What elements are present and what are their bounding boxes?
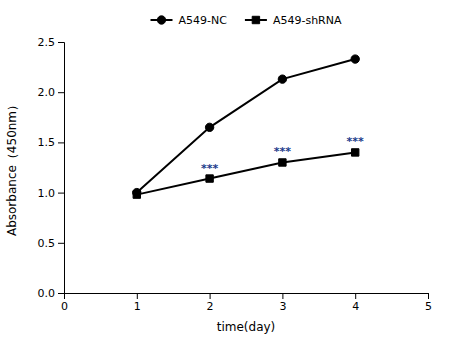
tick-label: 0.0	[38, 287, 56, 300]
point	[133, 191, 140, 198]
tick-label: 4	[352, 300, 359, 313]
tick-label: 2	[207, 300, 214, 313]
y-axis-title: Absorbance（450nm）	[5, 99, 19, 236]
series-line	[137, 59, 355, 193]
tick: 2.5	[38, 36, 65, 49]
point	[279, 159, 286, 166]
plot-area	[133, 55, 360, 198]
tick-label: 0.5	[38, 237, 56, 250]
annotation: ***	[274, 145, 292, 158]
tick: 2	[207, 293, 214, 313]
point	[351, 149, 358, 156]
legend-item: A549-NC	[151, 14, 228, 27]
tick-label: 2.0	[38, 86, 56, 99]
tick: 1	[134, 293, 141, 313]
tick: 3	[279, 293, 286, 313]
tick-mark	[58, 193, 64, 194]
annotation: ***	[347, 135, 365, 148]
tick-mark	[137, 293, 138, 299]
tick-label: 1.5	[38, 136, 56, 149]
tick-mark	[58, 293, 64, 294]
point	[351, 55, 359, 63]
point	[278, 75, 286, 83]
tick-label: 3	[279, 300, 286, 313]
annotations: *** *** ***	[201, 135, 364, 174]
tick-mark	[282, 293, 283, 299]
tick-mark	[58, 142, 64, 143]
tick: 5	[425, 293, 432, 313]
axis-line	[58, 43, 65, 294]
legend: A549-NC A549-shRNA	[151, 14, 342, 27]
tick-label: 1	[134, 300, 141, 313]
tick-mark	[58, 92, 64, 93]
point	[205, 123, 213, 131]
tick-mark	[428, 293, 429, 299]
x-axis: 0 1 2 3 4 5	[61, 293, 432, 313]
tick-mark	[355, 293, 356, 299]
tick: 0.5	[38, 237, 65, 250]
tick: 0	[61, 293, 68, 313]
legend-marker	[157, 16, 165, 24]
annotation: ***	[201, 162, 219, 175]
tick: 1.0	[38, 187, 65, 200]
legend-label: A549-NC	[179, 14, 228, 27]
tick-label: 1.0	[38, 187, 56, 200]
tick-label: 0	[61, 300, 68, 313]
series-line	[137, 152, 355, 194]
tick-label: 5	[425, 300, 432, 313]
y-axis: 0.0 0.5 1.0 1.5 2.0 2.5	[38, 36, 65, 300]
tick-mark	[58, 243, 64, 244]
legend-label: A549-shRNA	[273, 14, 342, 27]
tick: 4	[352, 293, 359, 313]
chart: 0 1 2 3 4 5 0.0 0.5 1.0 1.5 2.0 2.5 time(day) Absorba…	[0, 0, 450, 341]
x-axis-title: time(day)	[217, 320, 276, 334]
tick-label: 2.5	[38, 36, 56, 49]
legend-marker	[252, 16, 259, 23]
tick-mark	[58, 42, 64, 43]
chart-container: 0 1 2 3 4 5 0.0 0.5 1.0 1.5 2.0 2.5 time(day) Absorba…	[0, 0, 450, 341]
legend-item: A549-shRNA	[245, 14, 342, 27]
tick-mark	[210, 293, 211, 299]
tick: 1.5	[38, 136, 65, 149]
tick: 0.0	[38, 287, 65, 300]
point	[206, 175, 213, 182]
tick: 2.0	[38, 86, 65, 99]
axis-line	[65, 294, 429, 300]
